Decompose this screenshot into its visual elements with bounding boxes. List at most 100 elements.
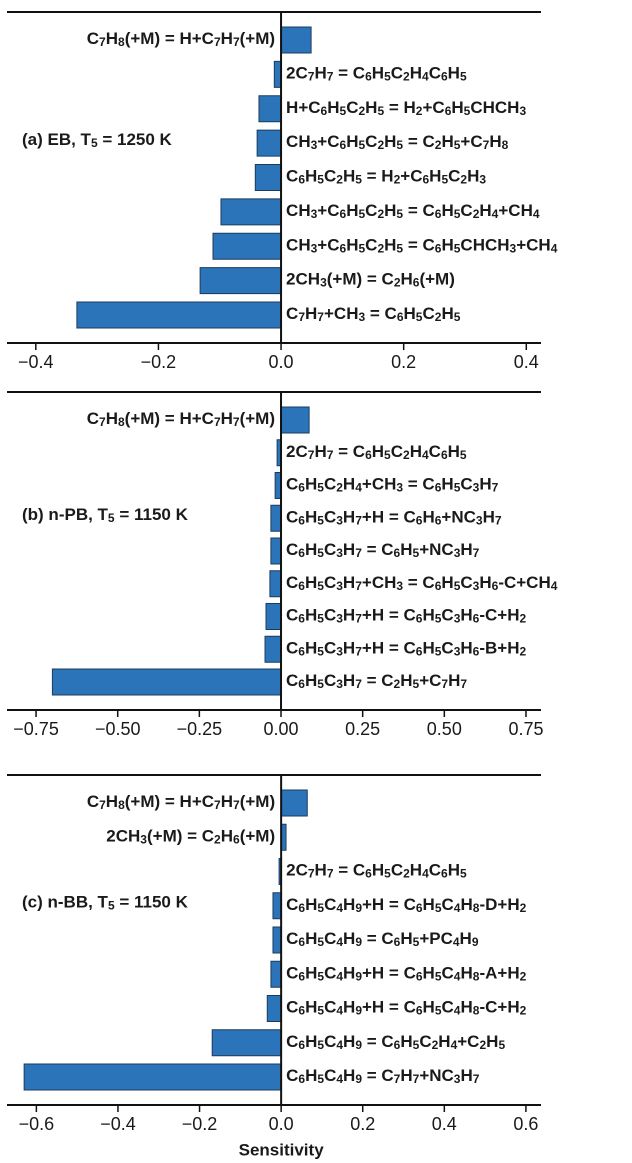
text-part: C [286,671,298,690]
text-part: C [286,1032,298,1051]
text-part: +C [400,167,422,186]
text-part: 7 [460,677,467,691]
text-part: 5 [317,481,324,495]
text-part: H [384,201,396,220]
bar [270,960,282,988]
bar [264,635,282,663]
text-part: 6 [365,448,372,462]
text-part: 7 [495,513,502,527]
text-part: 6 [365,70,372,84]
text-part: = C [403,236,435,255]
text-part: 5 [317,1004,324,1018]
text-part: 5 [435,901,442,915]
text-part: 2 [377,138,384,152]
text-part: 4 [492,207,499,221]
text-part: H [441,201,453,220]
text-part: 5 [358,207,365,221]
text-part: = C [334,861,366,880]
x-tick-label: 0.2 [391,352,416,372]
text-part: H [305,639,317,658]
text-part: 2 [520,1004,527,1018]
text-part: (+M) = H+C [125,792,214,811]
text-part: +H = C [362,895,416,914]
text-part: +NC [441,508,475,527]
text-part: H [305,167,317,186]
text-part: 4 [336,1004,343,1018]
text-part: +C [317,201,339,220]
text-part: 5 [108,899,115,913]
text-part: 6 [473,612,480,626]
text-part: C [324,1032,336,1051]
text-part: (+M) [240,792,275,811]
bar-label: C7H8(+M) = H+C7H7(+M) [87,29,275,49]
text-part: 3 [519,104,526,118]
bar-label: C6H5C4H9+H = C6H5C4H8-C+H2 [286,998,526,1018]
bar-label: C6H5C3H7 = C6H5+NC3H7 [286,540,480,560]
text-part: CHCH [460,236,509,255]
text-part: 5 [413,935,420,949]
text-part: 2 [403,867,410,881]
text-part: 5 [384,70,391,84]
text-part: 2 [336,481,343,495]
text-part: 5 [454,481,461,495]
text-part: H [423,895,435,914]
text-part: H [489,133,501,152]
text-part: C [286,304,298,323]
text-part: 6 [340,138,347,152]
text-part: H [106,792,118,811]
text-part: H [400,671,412,690]
text-part: C [286,606,298,625]
text-part: 3 [320,276,327,290]
text-part: 5 [498,1038,505,1052]
text-part: = H [362,167,394,186]
text-part: 3 [510,241,517,255]
bar-label: H+C6H5C2H5 = H2+C6H5CHCH3 [286,98,526,118]
text-part: 5 [317,901,324,915]
text-part: = C [362,929,394,948]
text-part: +C [317,133,339,152]
text-part: +C [422,98,444,117]
text-part: C [324,671,336,690]
text-part: 6 [492,579,499,593]
bar [23,1063,282,1091]
text-part: 7 [214,415,221,429]
x-tick-label: 0.00 [263,719,298,739]
bar-label: C6H5C4H9 = C6H5C2H4+C2H5 [286,1032,505,1052]
text-part: 7 [483,138,490,152]
text-part: = C [362,540,394,559]
bar-label: C6H5C2H5 = H2+C6H5C2H3 [286,167,486,187]
text-part: 5 [441,173,448,187]
text-part: H [384,133,396,152]
bar-label: C7H8(+M) = H+C7H7(+M) [87,792,275,812]
text-part: 3 [396,579,403,593]
text-part: 6 [445,104,452,118]
text-part: 2C [286,64,308,83]
text-part: 2 [520,612,527,626]
x-tick-label: −0.4 [100,1114,136,1134]
text-part: H [422,606,434,625]
text-part: H [410,442,422,461]
text-part: 5 [91,136,98,150]
text-part: C [391,861,403,880]
text-part: 4 [454,969,461,983]
bar-label: C6H5C2H4+CH3 = C6H5C3H7 [286,475,499,495]
text-part: 4 [454,901,461,915]
bar-label: C6H5C3H7+CH3 = C6H5C3H6-C+CH4 [286,573,558,593]
bar-label: 2C7H7 = C6H5C2H4C6H5 [286,442,467,462]
bar-label: C6H5C4H9 = C6H5+PC4H9 [286,929,479,949]
text-part: 6 [298,935,305,949]
text-part: H [343,167,355,186]
text-part: 4 [454,1004,461,1018]
text-part: H [305,475,317,494]
text-part: H [460,998,472,1017]
text-part: +H = C [362,606,416,625]
text-part: 6 [340,207,347,221]
text-part: 7 [99,415,106,429]
text-part: H [314,442,326,461]
annotation: (a) EB, T5 = 1250 K [22,131,173,151]
text-part: C [286,964,298,983]
text-part: C [429,861,441,880]
text-part: 3 [336,612,343,626]
text-part: H [441,304,453,323]
x-tick-label: 0.4 [432,1114,457,1134]
